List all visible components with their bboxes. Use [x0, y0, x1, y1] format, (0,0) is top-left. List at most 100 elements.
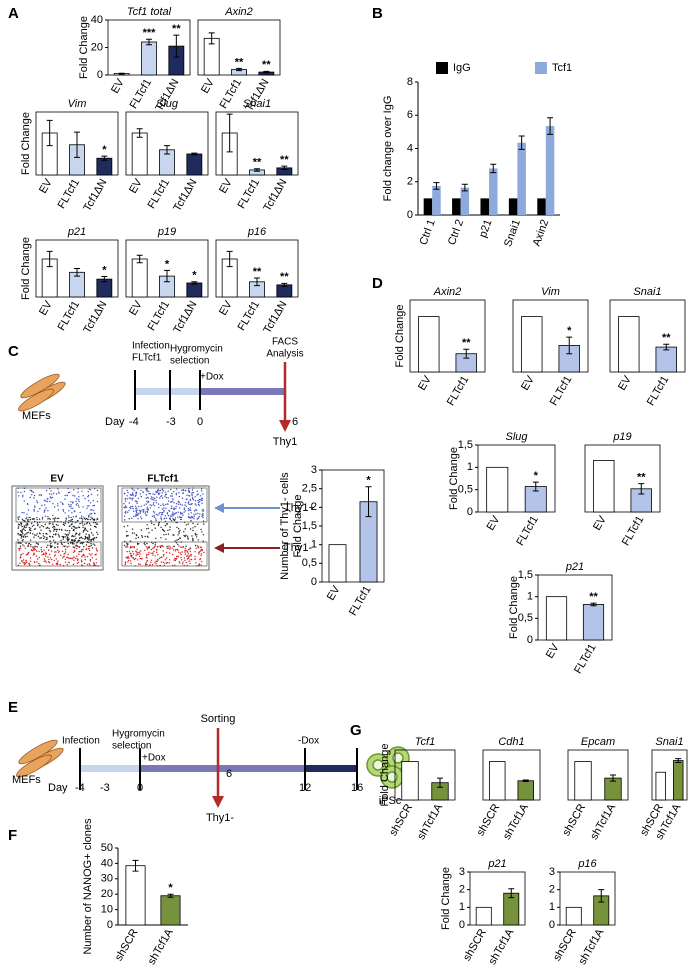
flow-dot [52, 518, 54, 520]
flow-dot [50, 546, 52, 549]
flow-dot [72, 546, 75, 548]
flow-dot [192, 537, 194, 540]
x-tick-label: shSCR [387, 802, 415, 838]
flow-dot [145, 497, 147, 499]
flow-dot [166, 547, 168, 549]
bar [537, 198, 546, 215]
flow-dot [128, 502, 131, 504]
flow-dot [76, 520, 79, 522]
flow-dot [68, 503, 70, 506]
flow-dot [42, 526, 45, 528]
error-bar [191, 152, 198, 156]
flow-dot [202, 510, 205, 512]
flow-dot [33, 561, 36, 563]
flow-dot [21, 534, 23, 536]
flow-dot [173, 519, 176, 522]
flow-dot [90, 544, 92, 547]
flow-dot [184, 489, 186, 492]
flow-dot [170, 488, 172, 491]
flow-dot [76, 503, 79, 505]
x-tick-label: EV [485, 513, 503, 532]
flow-dot [140, 558, 143, 560]
flow-dot [88, 514, 90, 517]
flow-dot [170, 520, 173, 522]
flow-dot [28, 564, 31, 566]
flow-dot [74, 527, 76, 529]
flow-dot [140, 496, 142, 498]
flow-dot [163, 534, 165, 536]
chart-title: Axin2 [224, 6, 253, 18]
flow-dot [26, 532, 28, 534]
flow-dot [23, 562, 26, 564]
chart-title: p19 [612, 431, 631, 443]
flow-dot [196, 545, 199, 547]
x-tick-label: shTcf1A [486, 926, 516, 966]
y-tick-label: 0 [549, 919, 555, 931]
flow-dot [151, 529, 153, 531]
flow-dot [92, 505, 94, 507]
flow-dot [19, 516, 21, 518]
flow-dot [154, 497, 156, 500]
flow-dot [146, 564, 148, 566]
flow-dot [93, 522, 95, 524]
flow-dot [43, 511, 45, 513]
y-tick-label: 50 [101, 842, 113, 854]
significance: ** [280, 271, 289, 283]
flow-dot [198, 563, 201, 565]
panel-label: C [8, 343, 19, 360]
flow-dot [136, 548, 138, 551]
bar [423, 198, 433, 215]
error-bar [547, 117, 554, 135]
flow-dot [84, 535, 87, 538]
flow-dot [72, 551, 75, 553]
flow-dot [57, 551, 60, 554]
flow-dot [73, 559, 75, 561]
flow-dot [185, 498, 187, 500]
flow-dot [89, 564, 91, 566]
flow-dot [157, 554, 159, 556]
flow-dot [197, 501, 200, 504]
flow-dot [49, 522, 51, 525]
flow-dot [135, 554, 137, 557]
flow-dot [166, 545, 168, 547]
flow-dot [191, 502, 193, 505]
flow-dot [162, 528, 164, 531]
flow-dot [196, 518, 198, 520]
y-tick-label: 1 [549, 901, 555, 913]
flow-dot [56, 543, 59, 545]
flow-dot [146, 528, 148, 530]
flow-dot [135, 509, 137, 511]
flow-dot [185, 524, 188, 526]
arrow-head [279, 420, 291, 432]
flow-dot [201, 531, 203, 533]
day-label: 0 [197, 416, 203, 428]
flow-dot [24, 520, 26, 522]
flow-dot [49, 500, 51, 502]
flow-dot [195, 513, 197, 515]
flow-dot [135, 551, 138, 553]
flow-dot [184, 553, 187, 555]
flow-dot [173, 534, 175, 536]
flow-dot [192, 491, 194, 494]
x-tick-label: FLTcf1 [56, 299, 82, 333]
flow-dot [28, 527, 30, 529]
flow-dot [53, 559, 55, 562]
bar [655, 771, 666, 801]
error-bar [490, 163, 497, 174]
flow-dot [162, 545, 164, 548]
flow-dot [22, 494, 24, 497]
flow-dot [188, 503, 190, 506]
flow-dot [64, 529, 67, 531]
flow-dot [183, 508, 185, 511]
flow-dot [88, 563, 91, 565]
flow-dot [189, 517, 191, 519]
panel-label: E [8, 699, 18, 716]
flow-dot [31, 518, 34, 520]
flow-dot [67, 522, 70, 524]
error-bar [167, 893, 174, 898]
flow-dot [56, 562, 59, 564]
flow-dot [70, 519, 72, 521]
flow-dot [18, 542, 20, 544]
flow-dot [201, 515, 203, 518]
flow-dot [154, 562, 156, 564]
